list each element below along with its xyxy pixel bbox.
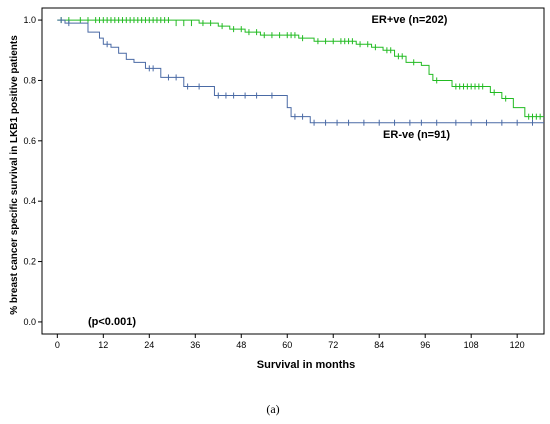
y-tick-label: 1.0 xyxy=(23,15,36,25)
x-tick-label: 60 xyxy=(282,340,292,350)
plot-area: 0 12 24 36 48 60 72 84 96 108 120 0.0 0.2 0.4 0.6 0.8 1.… xyxy=(23,7,545,350)
y-axis-title: % breast cancer specific survival in LKB… xyxy=(9,35,20,315)
x-tick-label: 36 xyxy=(190,340,200,350)
annotation-1: ER-ve (n=91) xyxy=(383,129,450,141)
x-tick-label: 12 xyxy=(98,340,108,350)
x-tick-label: 0 xyxy=(55,340,60,350)
x-tick-label: 84 xyxy=(374,340,384,350)
x-axis-title: Survival in months xyxy=(257,359,355,371)
figure-caption: (a) xyxy=(266,402,279,416)
annotation-2: (p<0.001) xyxy=(88,316,136,328)
x-tick-label: 72 xyxy=(328,340,338,350)
series-0-line xyxy=(57,19,544,118)
y-tick-label: 0.0 xyxy=(23,317,36,327)
x-tick-label: 48 xyxy=(236,340,246,350)
x-tick-label: 120 xyxy=(510,340,525,350)
y-tick-label: 0.8 xyxy=(23,75,36,85)
series-1-line xyxy=(57,19,544,124)
x-tick-label: 108 xyxy=(464,340,479,350)
y-tick-label: 0.2 xyxy=(23,257,36,267)
x-tick-label: 96 xyxy=(420,340,430,350)
x-tick-label: 24 xyxy=(144,340,154,350)
y-tick-label: 0.4 xyxy=(23,196,36,206)
y-tick-label: 0.6 xyxy=(23,136,36,146)
plot-frame xyxy=(41,7,545,335)
annotation-0: ER+ve (n=202) xyxy=(372,14,448,26)
